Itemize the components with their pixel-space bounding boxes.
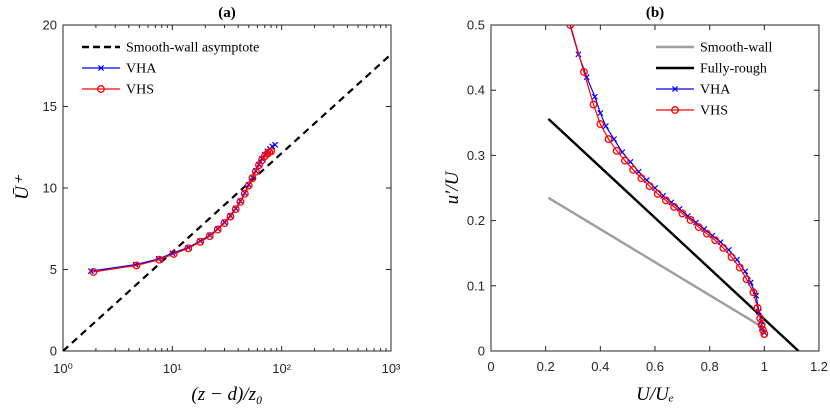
data-point [196,237,205,246]
data-point [727,253,736,262]
x-tick-label: 10² [272,361,291,376]
data-point [749,288,758,297]
x-tick-label: 10¹ [163,361,182,376]
data-point [205,232,214,241]
data-point [612,146,621,155]
data-point [610,136,618,143]
legend-label: VHA [700,83,731,98]
data-point [620,156,629,165]
panel-title: (b) [646,5,664,21]
data-point [251,167,260,176]
data-point [629,165,638,174]
y-tick-label: 0.2 [467,213,485,228]
data-point [244,181,253,190]
y-tick-label: 0.4 [467,83,485,98]
data-point [566,25,575,29]
series-line-vhs [93,150,272,273]
y-tick-label: 0 [478,344,485,359]
x-axis-label: U/Uₑ [636,384,674,405]
data-point [759,326,767,335]
data-point [579,67,588,76]
data-point [226,212,235,221]
legend-label: Smooth-wall [700,41,772,56]
y-tick-label: 20 [43,18,57,33]
data-point [213,225,222,234]
panel-title: (a) [218,5,236,21]
data-point [742,275,751,284]
legend-label: VHA [126,62,157,77]
data-point [694,223,703,232]
data-point [637,174,646,183]
y-tick-label: 0.1 [467,278,485,293]
series-line-smooth-wall [547,196,765,330]
y-tick-label: 5 [50,262,57,277]
data-point [589,100,598,109]
data-point [220,219,229,227]
legend-marker [97,85,105,93]
plot-area [547,19,800,351]
data-point [604,135,613,144]
data-point [591,93,598,100]
data-point [661,196,670,205]
series-line-vha [90,144,276,272]
data-point [753,304,762,312]
data-point [132,261,141,270]
data-point [670,202,679,211]
data-point [184,244,193,253]
x-tick-label: 0.6 [646,359,664,374]
x-tick-label: 10³ [382,361,401,376]
data-point [267,147,276,156]
y-axis-label: u′/U [442,170,463,204]
data-point [231,205,240,214]
data-point [272,141,279,148]
series-line-fully-rough [547,118,800,351]
data-point [566,19,571,24]
x-tick-label: 10⁰ [53,361,73,376]
data-point [169,250,178,258]
y-axis-label: Ū⁺ [12,174,33,200]
data-point [678,209,687,218]
x-tick-label: 1 [761,359,768,374]
legend-marker [671,106,679,114]
data-point [240,189,249,198]
data-point [702,229,711,238]
legend-label: VHS [700,104,728,119]
x-tick-label: 0.4 [591,359,609,374]
legend-marker [97,64,105,72]
plot-area [63,53,391,351]
x-tick-label: 0 [487,359,494,374]
x-axis-label: (z − d)/z₀ [191,384,262,405]
legend-label: Fully-rough [700,62,767,77]
x-tick-label: 1.2 [810,359,828,374]
x-tick-label: 0.2 [537,359,555,374]
series-line-smooth-wall-asymptote [63,53,391,351]
data-point [236,197,245,206]
data-point [686,215,695,224]
y-tick-label: 0.5 [467,18,485,33]
data-point [155,255,164,264]
data-point [757,320,766,329]
legend-label: Smooth-wall asymptote [126,41,259,56]
data-point [597,109,604,117]
data-point [711,236,720,245]
y-tick-label: 0.3 [467,148,485,163]
y-tick-label: 15 [43,99,57,114]
data-point [87,268,94,275]
y-tick-label: 0 [50,344,57,359]
data-point [653,189,662,198]
x-tick-label: 0.8 [701,359,719,374]
data-point [645,182,654,190]
data-point [596,120,605,129]
legend-label: VHS [126,83,154,98]
data-point [735,263,744,272]
data-point [760,330,769,338]
y-tick-label: 10 [43,181,57,196]
legend-marker [671,85,679,93]
series-line-vhs [569,25,765,335]
data-point [89,267,98,276]
data-point [248,174,257,183]
data-point [719,244,728,252]
